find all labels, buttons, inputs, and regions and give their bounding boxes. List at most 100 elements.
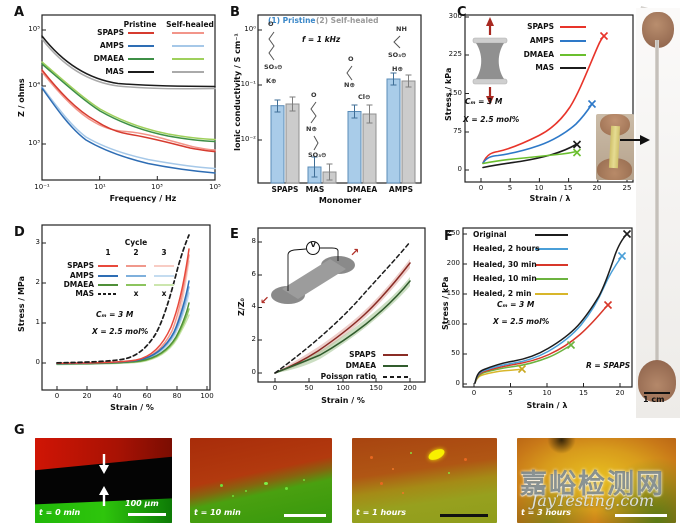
annotation-r: R = SPAPS [586, 361, 631, 370]
legend-col-3: 3 [161, 248, 167, 257]
micrograph-t10: t = 10 min [190, 438, 332, 523]
bar-spaps-pristine [270, 105, 285, 184]
xtick: 60 [142, 392, 152, 400]
watermark-line1: 嘉峪检测网 [520, 469, 665, 500]
curve-amps-selfhealed [41, 86, 216, 170]
xtick: 80 [172, 392, 182, 400]
legend-healed-2min: Healed, 2 min [473, 289, 532, 298]
xtick: 15 [563, 184, 573, 192]
ytick: 0 [455, 379, 460, 387]
curve-healed-10min [474, 344, 572, 384]
category-dmaea: DMAEA [346, 185, 378, 194]
xtick: 20 [615, 389, 625, 397]
legend-title-cycle: Cycle [124, 238, 148, 247]
micrograph-t60: t = 1 hours [352, 438, 497, 523]
failure-markers [572, 31, 609, 157]
watermark: 嘉峪检测网 JayTesting.com [505, 470, 680, 509]
ytick: 3 [35, 238, 40, 246]
x-axis-label: Frequency / Hz [109, 194, 177, 203]
annotation-x: X = 2.5 mol% [493, 317, 550, 326]
x-axis-label: Strain / % [110, 403, 154, 412]
axis-ticks [42, 242, 208, 390]
cycle-curves [56, 234, 190, 366]
ytick: 225 [448, 50, 462, 58]
xtick: 200 [403, 384, 417, 392]
xtick: 0 [54, 392, 60, 400]
stretch-schematic [472, 17, 508, 105]
finger-bottom [638, 360, 676, 402]
chem-label: SO₃⊖ [264, 63, 283, 71]
panel-c-stress-strain-plot: SPAPS AMPS DMAEA MAS Cₘ = 3 M X = 2.5 mo… [440, 2, 680, 215]
bar-spaps-selfhealed [285, 103, 300, 184]
micrograph-t0: t = 0 min 100 μm [35, 438, 172, 523]
voltmeter-label: V [310, 241, 316, 249]
legend-row-dmaea: DMAEA [93, 54, 124, 63]
ytick: 50 [451, 349, 460, 357]
bar-dmaea-pristine [347, 111, 362, 184]
ytick: 8 [251, 237, 256, 245]
watermark-line2: JayTesting.com [530, 490, 655, 510]
scale-bar-line [644, 392, 670, 394]
speckle [245, 490, 247, 492]
time-label: t = 3 hours [521, 508, 572, 517]
ytick: 100 [446, 319, 460, 327]
y-axis-label: Stress / kPa [444, 67, 453, 121]
speckle [380, 482, 383, 485]
ytick: 250 [446, 229, 460, 237]
curve-original [474, 233, 628, 384]
annotation-cm: Cₘ = 3 M [465, 97, 503, 106]
header-pristine: (1) Pristine [268, 16, 316, 25]
panel-letter-c: C [457, 5, 467, 20]
pointer-arrow [620, 135, 650, 145]
annotation-cm: Cₘ = 3 M [497, 300, 535, 309]
axis-ticks [41, 29, 216, 180]
speckle [370, 456, 373, 459]
legend-row-spaps: SPAPS [67, 261, 94, 270]
bright-debris [426, 446, 447, 463]
ytick: 6 [251, 270, 256, 278]
xtick: 0 [478, 184, 484, 192]
xtick: 150 [369, 384, 383, 392]
healing-curves [474, 233, 628, 384]
ytick: 2 [251, 335, 256, 343]
conductivity-chart [257, 14, 422, 184]
legend-healed-10min: Healed, 10 min [473, 274, 537, 283]
legend-header-selfhealed: Self-healed [166, 20, 214, 29]
chem-label: N⊕ [306, 125, 317, 133]
resistance-curves [274, 241, 411, 374]
scale-bar [440, 514, 488, 517]
chem-label: H⊕ [392, 65, 403, 73]
ytick: 75 [453, 127, 462, 135]
legend-header-pristine: Pristine [123, 20, 157, 29]
legend-row-amps: AMPS [69, 271, 94, 280]
stretched-sample-photo: 1 cm [636, 8, 680, 418]
panel-e-resistance-strain-plot: V ↗ ↙ SPAPS DMAEA Poisson ratio 8 6 4 2 … [228, 215, 440, 432]
panel-a-impedance-plot: Pristine Self-healed SPAPS AMPS DMAEA MA… [8, 2, 230, 214]
annotation-x: X = 2.5 mol% [92, 327, 149, 336]
ytick: 10⁰ [244, 25, 256, 33]
finger-bottom [597, 158, 632, 180]
curve-dmaea-selfhealed [41, 61, 216, 141]
chem-label: NH [396, 25, 407, 33]
legend-row-mas: MAS [105, 67, 124, 76]
annotation-cm: Cₘ = 3 M [96, 310, 134, 319]
stretch-arrow-sw: ↙ [260, 294, 270, 307]
chem-label: O [268, 20, 274, 28]
xtick: 10¹ [94, 183, 106, 191]
legend-swatches [98, 265, 174, 295]
x-axis-label: Strain / λ [526, 401, 568, 410]
xtick: 20 [592, 184, 602, 192]
panel-letter-g: G [14, 423, 25, 438]
scale-text: 100 μm [125, 499, 159, 508]
xtick: 100 [200, 392, 214, 400]
dogbone-schematic [271, 241, 355, 304]
curve-mas-pristine [41, 35, 216, 88]
curve-dmaea [274, 280, 411, 374]
bars [270, 78, 416, 184]
chem-label: K⊕ [266, 77, 277, 85]
speckle [232, 495, 234, 497]
chem-label: O [311, 91, 317, 99]
scale-bar-label: 1 cm [643, 395, 665, 404]
xtick: 10 [542, 389, 552, 397]
